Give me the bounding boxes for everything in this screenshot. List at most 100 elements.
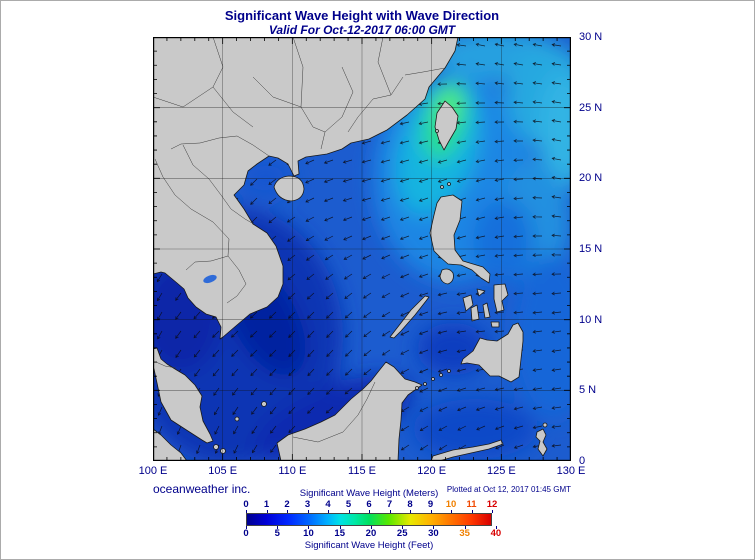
meters-tick-mark (430, 510, 432, 513)
meters-tick-mark (492, 510, 493, 513)
feet-tick-mark (464, 526, 466, 529)
meters-tick-mark (369, 510, 370, 513)
feet-tick-label: 15 (334, 528, 346, 539)
country-borders (153, 37, 446, 443)
colorbar-gradient (246, 513, 492, 526)
landmass-luzon (429, 194, 491, 284)
map-frame (153, 37, 571, 461)
landmasses (153, 37, 548, 461)
meters-tick-label: 7 (386, 499, 393, 510)
island-sulu-4 (423, 382, 427, 386)
feet-tick-mark (495, 526, 497, 529)
landmass-cebu (482, 302, 491, 319)
y-axis-label: 15 N (579, 243, 603, 255)
meters-tick-mark (307, 510, 309, 513)
feet-tick-mark (339, 526, 341, 529)
y-axis-label: 30 N (579, 31, 603, 43)
meters-tick-mark (266, 510, 268, 513)
meters-tick-label: 3 (304, 499, 311, 510)
landmass-bohol (490, 321, 500, 328)
island-batam (213, 444, 219, 450)
y-axis-label: 25 N (579, 101, 603, 114)
landmass-mindanao (460, 322, 524, 383)
lake-tonle-sap (203, 274, 217, 284)
x-axis-label: 110 E (278, 465, 307, 477)
x-axis-label: 100 E (138, 465, 168, 477)
island-babuyan-1 (440, 185, 444, 189)
island-morotai (542, 422, 548, 428)
island-sulu-5 (415, 386, 419, 390)
landmass-malay-peninsula (153, 347, 214, 444)
credit-text: oceanweather inc. (153, 482, 251, 496)
landmass-mindoro (439, 268, 454, 285)
feet-tick-mark (402, 526, 404, 529)
landmass-sumatra (153, 428, 188, 461)
landmass-palawan (389, 295, 430, 339)
meters-tick-label: 6 (366, 499, 372, 510)
landmass-panay (462, 294, 474, 312)
landmass-asia-mainland (153, 37, 459, 340)
feet-tick-label: 5 (274, 528, 280, 539)
plotted-timestamp: Plotted at Oct 12, 2017 01:45 GMT (446, 485, 571, 494)
meters-tick-label: 0 (243, 499, 249, 510)
y-axis-label: 10 N (579, 313, 603, 326)
feet-tick-mark (277, 526, 279, 529)
legend-meters-label: Significant Wave Height (Meters) (299, 488, 439, 499)
legend-feet-ticks: 0 5 10 15 20 25 30 35 40 (243, 526, 501, 539)
y-axis-label: 0 (579, 455, 586, 467)
meters-tick-mark (389, 510, 391, 513)
graticule (153, 37, 571, 461)
island-anambas (234, 416, 240, 422)
landmass-borneo (276, 361, 423, 461)
landmass-samar-leyte (493, 283, 509, 313)
meters-tick-mark (410, 510, 411, 513)
y-axis-label: 20 N (579, 172, 603, 185)
x-axis-label: 105 E (208, 465, 238, 477)
longitude-axis: 100 E 105 E 110 E 115 E 120 E 125 E 130 E (139, 465, 586, 479)
landmass-hainan (273, 175, 305, 202)
island-bintan (220, 448, 226, 454)
feet-tick-label: 20 (365, 528, 377, 539)
meters-tick-mark (451, 510, 452, 513)
feet-tick-label: 40 (490, 528, 502, 539)
legend-meters-ticks: 0 1 2 3 4 5 6 7 8 9 10 11 12 (243, 499, 497, 513)
feet-tick-label: 30 (428, 528, 439, 539)
feet-tick-label: 25 (396, 528, 408, 539)
map-area (153, 37, 571, 461)
feet-tick-label: 10 (303, 528, 314, 539)
y-axis-label: 5 N (579, 384, 597, 397)
feet-tick-mark (246, 526, 247, 529)
x-axis-label: 125 E (486, 465, 516, 477)
meters-tick-label: 2 (284, 499, 290, 510)
island-babuyan-2 (447, 182, 451, 186)
valid-time-subtitle: Valid For Oct-12-2017 06:00 GMT (268, 23, 456, 37)
island-penghu (435, 129, 439, 133)
meters-tick-label: 9 (427, 499, 434, 510)
meters-tick-mark (348, 510, 350, 513)
feet-tick-mark (370, 526, 372, 529)
feet-tick-mark (308, 526, 310, 529)
x-axis-label: 115 E (348, 465, 376, 477)
meters-tick-mark (328, 510, 329, 513)
wave-height-field (153, 37, 571, 461)
meters-tick-label: 5 (345, 499, 352, 510)
feet-tick-mark (433, 526, 435, 529)
landmass-taiwan (434, 100, 459, 151)
legend-feet-label: Significant Wave Height (Feet) (304, 540, 434, 551)
landmass-negros (470, 304, 480, 322)
x-axis-label: 130 E (556, 465, 586, 477)
meters-tick-mark (287, 510, 288, 513)
map-canvas (153, 37, 571, 461)
island-sulu-2 (439, 373, 443, 377)
feet-tick-label: 35 (459, 528, 470, 539)
meters-tick-label: 1 (263, 499, 270, 510)
feet-tick-label: 0 (243, 528, 249, 539)
island-sulu-1 (447, 369, 451, 373)
meters-tick-mark (471, 510, 473, 513)
meters-tick-label: 12 (486, 499, 498, 510)
meters-tick-label: 10 (445, 499, 457, 510)
meters-tick-label: 4 (325, 499, 331, 510)
landmass-halmahera (535, 428, 548, 457)
